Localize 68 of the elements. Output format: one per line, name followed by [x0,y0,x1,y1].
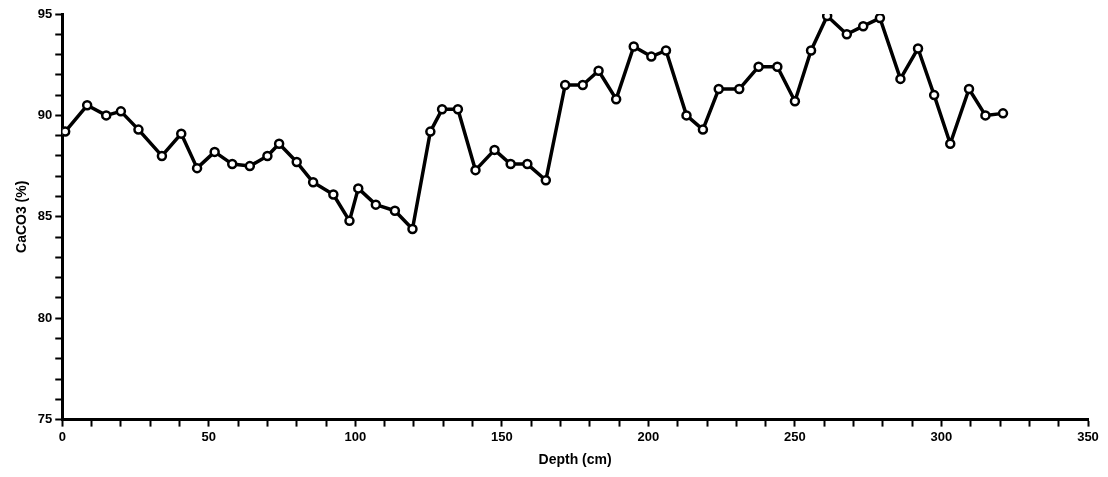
point [928,89,940,101]
point [559,79,571,91]
point [115,106,127,117]
point [262,150,273,162]
y-axis-title: CaCO3 (%) [13,180,30,253]
x-tick-label: 0 [58,428,66,444]
x-tick-label: 350 [1077,428,1099,444]
x-tick-label: 50 [201,428,217,444]
point [452,104,464,115]
point [753,61,764,72]
point [328,189,339,200]
point [660,45,672,56]
point [100,110,112,121]
point [772,61,783,72]
point [425,126,436,137]
point [805,45,817,56]
point [489,144,500,156]
point [436,104,448,115]
point [407,223,418,235]
point [226,158,238,170]
point [945,138,956,150]
point [697,124,709,135]
point [522,158,533,170]
point [628,41,639,52]
point [980,110,991,121]
point [734,83,745,95]
point [874,14,886,24]
point [353,183,364,194]
point [610,93,622,105]
point [133,124,144,135]
point [389,205,401,216]
point [176,128,187,139]
point [713,83,724,95]
point [912,43,924,54]
y-tick-label: 80 [37,309,53,325]
point [963,83,975,95]
point [209,146,220,158]
y-tick-label: 85 [37,208,53,224]
point [789,95,801,107]
point [681,110,692,121]
point [307,177,319,188]
y-tick-label: 75 [37,411,53,427]
point [273,138,285,150]
point [81,100,93,111]
point [244,160,256,172]
y-tick-label: 90 [37,106,53,122]
x-tick-label: 250 [784,428,806,444]
x-axis-title: Depth (cm) [538,451,612,468]
point [857,20,869,32]
point [577,79,588,91]
point [191,162,203,174]
point [895,73,906,85]
point [370,199,382,210]
x-tick-label: 150 [491,428,513,444]
point [540,175,552,186]
x-tick-label: 300 [930,428,953,444]
point [593,65,604,77]
point [997,108,1009,119]
point [646,51,657,62]
point [156,150,168,162]
point [470,164,481,176]
point [505,158,516,170]
y-tick-label: 95 [37,5,53,21]
x-tick-label: 100 [344,428,367,444]
x-tick-label: 200 [637,428,660,444]
point [841,29,853,40]
point [344,215,355,227]
point [291,156,302,168]
